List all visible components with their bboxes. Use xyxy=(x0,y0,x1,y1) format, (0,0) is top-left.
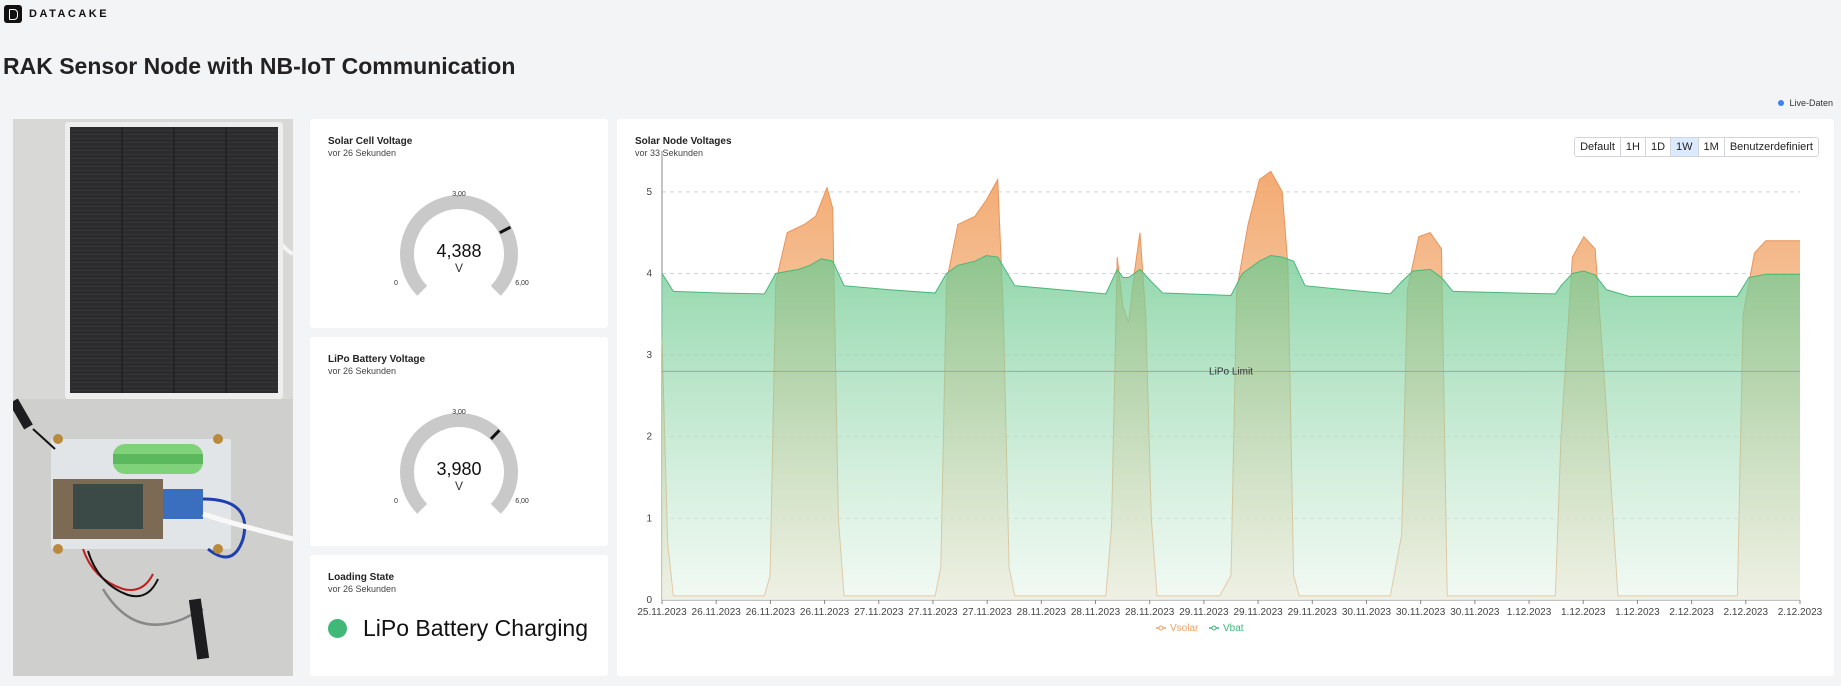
x-tick-label: 1.12.2023 xyxy=(1615,607,1660,618)
device-photo-image xyxy=(13,119,293,676)
range-button-1h[interactable]: 1H xyxy=(1620,138,1646,156)
range-button-benutzerdefiniert[interactable]: Benutzerdefiniert xyxy=(1724,138,1818,156)
x-tick-label: 29.11.2023 xyxy=(1179,607,1229,618)
x-tick-label: 29.11.2023 xyxy=(1288,607,1338,618)
widget-title: Solar Cell Voltage xyxy=(328,136,413,147)
x-tick-label: 27.11.2023 xyxy=(908,607,958,618)
gauge-unit: V xyxy=(455,479,463,493)
gauge-min-label: 0 xyxy=(394,498,398,505)
y-tick-label: 2 xyxy=(646,432,652,443)
lipo-battery-gauge: 3,00 0 6,00 3,980 V xyxy=(394,409,529,514)
x-tick-label: 1.12.2023 xyxy=(1561,607,1606,618)
charging-status: LiPo Battery Charging xyxy=(328,615,588,642)
x-tick-label: 27.11.2023 xyxy=(854,607,904,618)
chart-title: Solar Node Voltages xyxy=(635,136,732,147)
series-line-vbat xyxy=(661,254,1800,297)
x-tick-label: 2.12.2023 xyxy=(1778,607,1823,618)
gauge-value: 4,388 xyxy=(436,241,481,261)
live-data-label: Live-Daten xyxy=(1789,98,1833,108)
datacake-logo-icon[interactable] xyxy=(4,5,22,23)
x-tick-label: 27.11.2023 xyxy=(962,607,1012,618)
gauge-mid-label: 3,00 xyxy=(452,409,466,416)
range-button-1d[interactable]: 1D xyxy=(1645,138,1672,156)
loading-state-card: Loading State vor 26 Sekunden LiPo Batte… xyxy=(310,555,608,676)
live-dot-icon xyxy=(1778,100,1785,106)
solar-cell-voltage-card: Solar Cell Voltage vor 26 Sekunden 3,00 … xyxy=(310,119,608,328)
voltage-chart: 0 1 2 3 4 5 25.11.2023 26.11.2023 26.11.2023 26.1… xyxy=(637,151,1823,634)
reference-line-label: LiPo Limit xyxy=(1209,366,1253,377)
widget-title: Loading State xyxy=(328,572,395,583)
x-tick-label: 2.12.2023 xyxy=(1669,607,1714,618)
y-tick-label: 3 xyxy=(646,350,652,361)
x-tick-label: 26.11.2023 xyxy=(692,607,742,618)
device-photo xyxy=(13,119,293,676)
x-tick-label: 26.11.2023 xyxy=(746,607,796,618)
legend-marker-vsolar xyxy=(1158,625,1164,631)
gauge-needle xyxy=(489,429,501,441)
widget-title: LiPo Battery Voltage xyxy=(328,354,426,365)
page-title: RAK Sensor Node with NB-IoT Communicatio… xyxy=(3,53,516,79)
x-tick-label: 2.12.2023 xyxy=(1724,607,1769,618)
y-tick-label: 0 xyxy=(646,595,652,606)
x-tick-label: 28.11.2023 xyxy=(1017,607,1067,618)
widget-updated: vor 26 Sekunden xyxy=(328,366,397,376)
solar-node-voltages-card: Solar Node Voltages vor 33 Sekunden Defa… xyxy=(617,119,1834,676)
x-tick-label: 29.11.2023 xyxy=(1233,607,1283,618)
x-tick-label: 25.11.2023 xyxy=(637,607,687,618)
series-area-vbat xyxy=(662,255,1800,600)
legend-marker-vbat xyxy=(1211,625,1217,631)
gauge-min-label: 0 xyxy=(394,280,398,287)
widget-updated: vor 26 Sekunden xyxy=(328,148,397,158)
x-tick-label: 26.11.2023 xyxy=(800,607,850,618)
x-tick-label: 30.11.2023 xyxy=(1450,607,1500,618)
lipo-battery-voltage-card: LiPo Battery Voltage vor 26 Sekunden 3,0… xyxy=(310,337,608,546)
gauge-max-label: 6,00 xyxy=(515,498,529,505)
range-button-1w[interactable]: 1W xyxy=(1671,138,1699,156)
gauge-unit: V xyxy=(455,261,463,275)
live-data-indicator: Live-Daten xyxy=(1778,98,1833,108)
x-tick-label: 30.11.2023 xyxy=(1342,607,1392,618)
time-range-selector: Default 1H 1D 1W 1M Benutzerdefiniert xyxy=(1574,137,1819,157)
legend-label-vbat: Vbat xyxy=(1223,623,1244,634)
x-tick-label: 30.11.2023 xyxy=(1396,607,1446,618)
gauge-needle xyxy=(499,225,512,235)
charging-status-text: LiPo Battery Charging xyxy=(363,615,589,641)
y-tick-label: 1 xyxy=(646,513,652,524)
range-button-1m[interactable]: 1M xyxy=(1698,138,1725,156)
y-tick-label: 5 xyxy=(646,187,652,198)
solar-cell-gauge: 3,00 0 6,00 4,388 V xyxy=(394,191,529,296)
top-bar: DATACAKE xyxy=(0,0,1841,28)
legend-label-vsolar: Vsolar xyxy=(1170,623,1199,634)
brand-name[interactable]: DATACAKE xyxy=(29,8,110,20)
range-button-default[interactable]: Default xyxy=(1575,138,1621,156)
x-tick-label: 28.11.2023 xyxy=(1125,607,1175,618)
status-dot-icon xyxy=(328,619,347,638)
x-tick-label: 28.11.2023 xyxy=(1071,607,1121,618)
gauge-max-label: 6,00 xyxy=(515,280,529,287)
gauge-mid-label: 3,00 xyxy=(452,191,466,198)
y-tick-label: 4 xyxy=(646,268,652,279)
chart-updated: vor 33 Sekunden xyxy=(635,148,704,158)
widget-updated: vor 26 Sekunden xyxy=(328,584,397,594)
gauge-value: 3,980 xyxy=(436,459,481,479)
x-tick-label: 1.12.2023 xyxy=(1507,607,1552,618)
